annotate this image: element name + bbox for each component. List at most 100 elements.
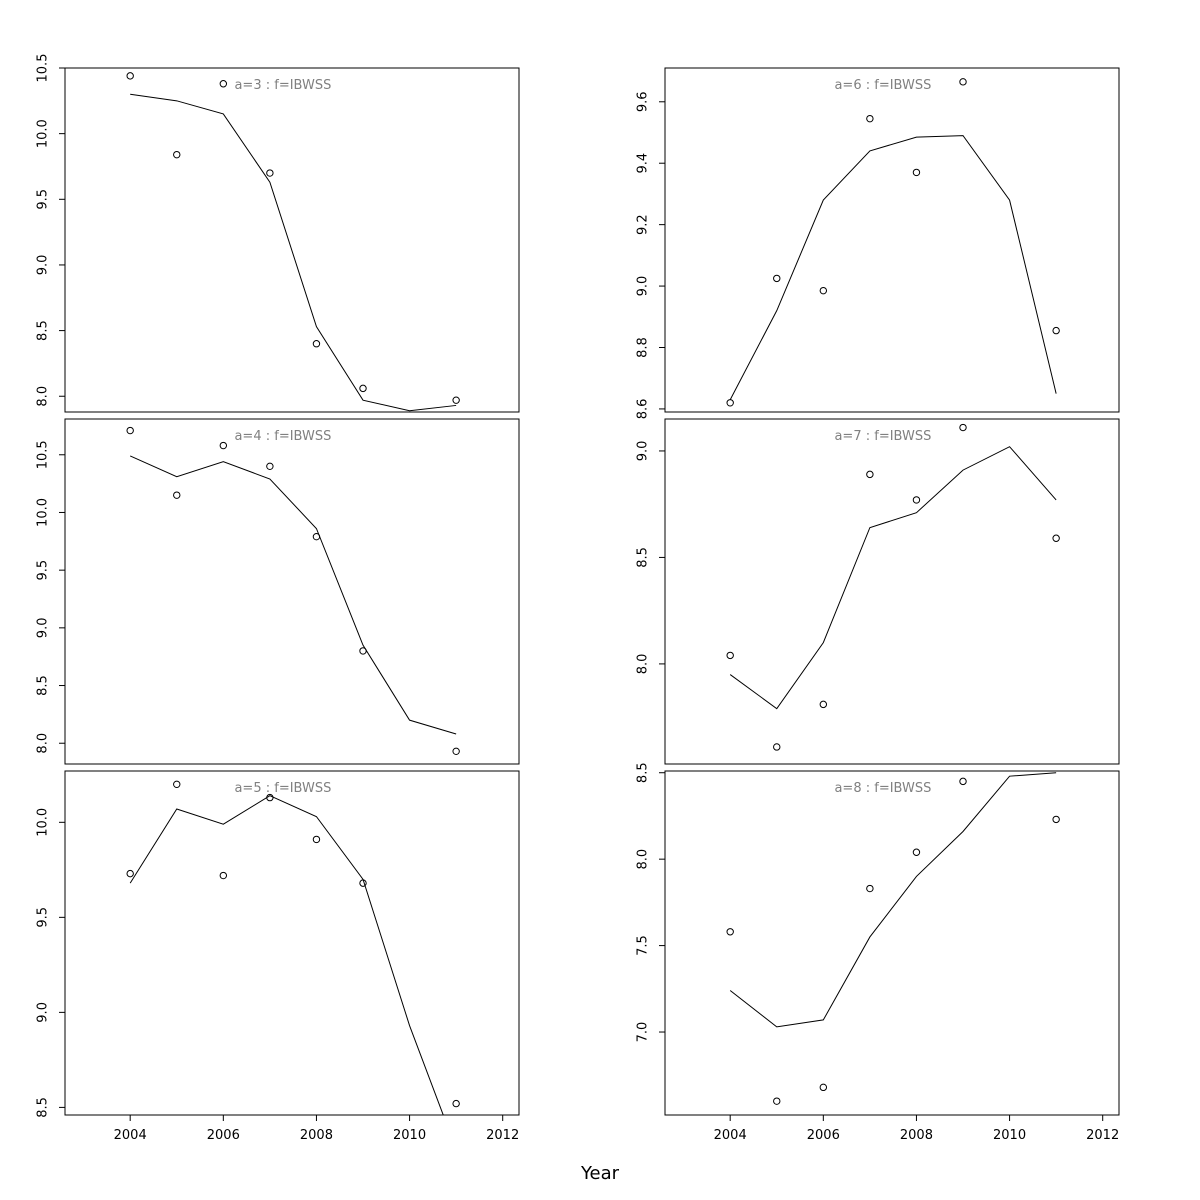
panel-title: a=4 : f=IBWSS xyxy=(234,429,331,444)
observed-point xyxy=(866,114,874,123)
y-tick-label: 8.5 xyxy=(36,320,51,341)
y-tick-label: 8.5 xyxy=(636,762,651,783)
panel-title: a=7 : f=IBWSS xyxy=(834,429,931,444)
x-tick-label: 2010 xyxy=(993,1128,1026,1143)
observed-point xyxy=(1052,534,1060,542)
y-tick-label: 9.5 xyxy=(36,560,51,581)
y-tick-label: 8.8 xyxy=(636,337,651,358)
x-axis-label: Year xyxy=(580,1163,620,1184)
y-tick-label: 9.0 xyxy=(36,1002,51,1023)
observed-point xyxy=(726,928,734,936)
observed-point xyxy=(959,423,967,432)
x-tick-label: 2004 xyxy=(714,1128,747,1143)
observed-point xyxy=(219,871,228,880)
x-tick-label: 2012 xyxy=(1086,1128,1119,1143)
observed-point xyxy=(912,496,921,504)
observed-point xyxy=(266,793,274,802)
panel-frame xyxy=(64,770,520,1116)
observed-point xyxy=(819,286,828,295)
observed-point xyxy=(219,441,228,450)
observed-point xyxy=(819,1083,828,1092)
x-tick-label: 2006 xyxy=(207,1128,240,1143)
observed-point xyxy=(312,835,321,844)
observed-point xyxy=(266,462,274,471)
panel-6: 7.0 7.5 8.0 8.5 2004 2006 2008 2010 2012 a=8 : f=… xyxy=(636,762,1120,1143)
observed-point xyxy=(219,80,228,88)
panel-frame xyxy=(664,418,1120,765)
observed-point xyxy=(359,879,367,887)
observed-point xyxy=(359,647,367,655)
fitted-line xyxy=(129,795,444,1115)
observed-point xyxy=(452,1099,460,1108)
panel-title: a=8 : f=IBWSS xyxy=(834,781,931,796)
observed-point xyxy=(312,532,321,541)
y-tick-label: 9.4 xyxy=(636,153,651,174)
y-tick-label: 8.5 xyxy=(36,1097,51,1118)
y-tick-label: 9.0 xyxy=(636,441,651,462)
y-tick-label: 8.6 xyxy=(636,399,651,420)
fitted-line xyxy=(729,446,1057,710)
y-tick-label: 8.5 xyxy=(36,675,51,696)
observed-point xyxy=(173,780,181,789)
fitted-line xyxy=(130,93,457,412)
panel-frame xyxy=(664,770,1120,1116)
observed-point xyxy=(726,399,734,407)
observed-point xyxy=(912,168,921,177)
observed-point xyxy=(452,396,460,404)
x-tick-label: 2008 xyxy=(300,1128,333,1143)
fitted-line xyxy=(729,772,1057,1028)
x-tick-label: 2008 xyxy=(900,1128,933,1143)
y-tick-label: 9.5 xyxy=(36,189,51,210)
observed-point xyxy=(126,426,134,435)
observed-point xyxy=(866,470,874,479)
x-tick-label: 2012 xyxy=(486,1128,519,1143)
y-tick-label: 7.5 xyxy=(636,935,651,956)
observed-point xyxy=(959,78,967,86)
observed-point xyxy=(726,651,734,660)
observed-point xyxy=(866,884,874,893)
fitted-line xyxy=(729,135,1057,400)
x-tick-label: 2004 xyxy=(114,1128,147,1143)
observed-point xyxy=(452,747,460,756)
panel-frame xyxy=(664,67,1120,413)
observed-point xyxy=(773,1097,781,1105)
panel-title: a=6 : f=IBWSS xyxy=(834,78,931,93)
y-tick-label: 8.0 xyxy=(636,654,651,675)
observed-point xyxy=(1052,326,1060,335)
panel-1: 8.0 8.5 9.0 9.5 10.0 10.5 a=3 : f=IBWSS xyxy=(36,54,520,413)
observed-point xyxy=(312,340,321,348)
x-tick-label: 2006 xyxy=(807,1128,840,1143)
observed-point xyxy=(126,869,134,878)
panel-2: 8.6 8.8 9.0 9.2 9.4 9.6 a=6 : f=IBWSS xyxy=(636,67,1120,420)
observed-point xyxy=(959,777,967,786)
panel-3: 8.0 8.5 9.0 9.5 10.0 10.5 a=4 : f=IBWSS xyxy=(36,418,520,765)
panel-4: 8.0 8.5 9.0 a=7 : f=IBWSS xyxy=(636,418,1120,765)
observed-point xyxy=(773,274,781,283)
observed-point xyxy=(126,72,134,80)
observed-point xyxy=(1052,815,1060,824)
panel-title: a=5 : f=IBWSS xyxy=(234,781,331,796)
y-tick-label: 9.0 xyxy=(636,276,651,297)
y-tick-label: 10.5 xyxy=(36,54,51,83)
y-tick-label: 9.0 xyxy=(36,618,51,639)
observed-point xyxy=(359,384,367,393)
panel-frame xyxy=(64,418,520,765)
y-tick-label: 8.0 xyxy=(36,733,51,754)
x-tick-label: 2010 xyxy=(393,1128,426,1143)
y-tick-label: 10.0 xyxy=(36,808,51,837)
observed-point xyxy=(173,150,181,159)
fitted-line xyxy=(129,455,457,735)
observed-point xyxy=(173,491,181,499)
y-tick-label: 8.0 xyxy=(636,849,651,870)
y-tick-label: 7.0 xyxy=(636,1022,651,1043)
y-tick-label: 9.5 xyxy=(36,907,51,928)
observed-point xyxy=(773,743,781,751)
y-tick-label: 9.0 xyxy=(36,255,51,276)
observed-point xyxy=(266,169,274,177)
panel-title: a=3 : f=IBWSS xyxy=(234,78,331,93)
observed-point xyxy=(819,700,828,709)
y-tick-label: 9.6 xyxy=(636,91,651,112)
y-tick-label: 8.0 xyxy=(36,386,51,407)
panel-frame xyxy=(64,67,520,413)
